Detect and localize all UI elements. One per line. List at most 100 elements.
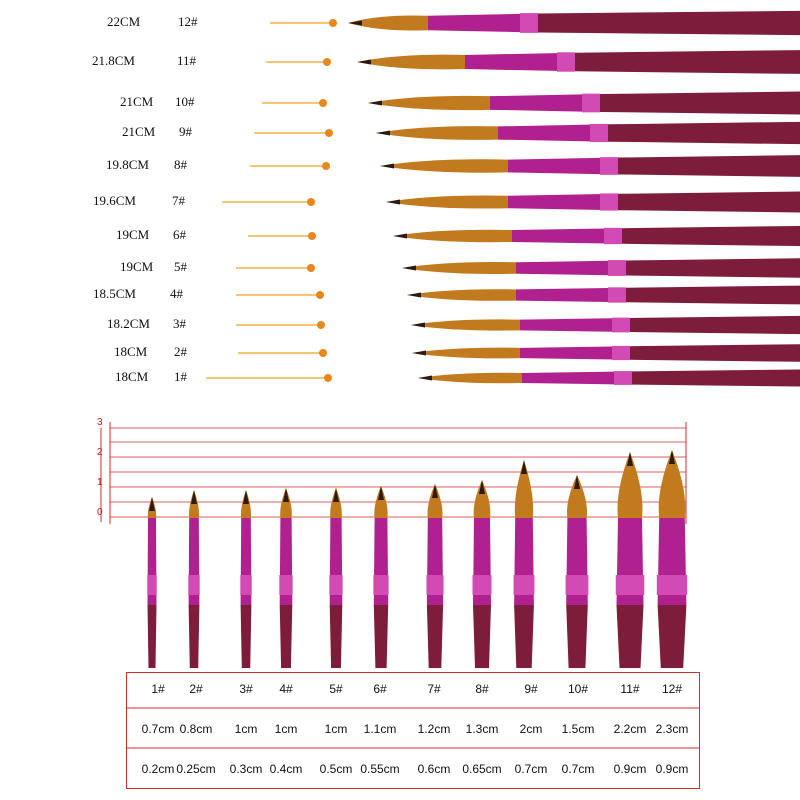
hair-width-cell: 0.55cm [360,762,400,776]
vertical-brush [656,450,688,668]
horizontal-brush [380,155,800,177]
brush-ferrule [520,346,630,360]
size-cell: 3# [239,682,253,696]
size-cell: 2# [189,682,203,696]
table-border [126,672,700,789]
hair-width-cell: 0.7cm [514,762,548,776]
ferrule-crimp [615,575,645,595]
hair-length-cell: 2.3cm [655,722,689,736]
brush-length-label: 18.2CM [107,316,150,331]
brush-hair-tip [393,233,407,239]
brush-hair [407,289,516,301]
brush-size-label: 5# [174,259,187,274]
vertical-brush [615,452,645,668]
ferrule-crimp [520,13,538,33]
brush-size-label: 9# [179,124,192,139]
ferrule-crimp [600,193,618,211]
brush-handle [630,315,800,335]
brush-handle [188,605,200,668]
vertical-brush [240,490,252,668]
brush-hair-tip [386,199,400,205]
brush-hair-tip [432,484,438,498]
hair-length-cell: 2cm [519,722,543,736]
horizontal-brush [368,91,800,115]
marker-dot [322,162,330,170]
hair-length-cell: 1cm [274,722,298,736]
brush-handle [626,258,800,278]
hair-width-cell: 0.6cm [417,762,451,776]
brush-hair-tip [407,292,421,298]
ruler-label: 1 [97,477,103,488]
brush-hair [567,475,587,518]
brush-ferrule [520,317,630,333]
brush-handle [632,369,800,387]
horizontal-brush [411,315,800,335]
ferrule-crimp [612,345,630,361]
hair-length-cell: 1cm [324,722,348,736]
hair-length-cell: 1cm [234,722,258,736]
brush-handle [473,605,491,668]
marker-dot [316,291,324,299]
hair-width-cell: 0.7cm [561,762,595,776]
ferrule-crimp [565,575,589,595]
brush-length-label: 19.6CM [93,193,136,208]
vertical-brush [188,490,200,668]
ferrule-crimp [188,575,200,595]
brush-hair [330,488,342,518]
brush-handle [618,155,800,177]
brush-hair [418,372,522,384]
brush-ferrule [516,260,626,276]
hair-length-cell: 1.2cm [417,722,451,736]
marker-dot [319,99,327,107]
brush-handle [566,605,588,668]
brush-handle [426,605,444,668]
brush-hair-tip [418,375,432,381]
vertical-brush [329,488,343,668]
brush-size-label: 10# [175,94,195,109]
brush-handle [616,605,644,668]
brush-ferrule [428,13,538,33]
ferrule-crimp [557,52,575,72]
marker-dot [307,264,315,272]
brush-hair-tip [243,490,249,504]
horizontal-brush [386,191,800,213]
brush-hair [427,484,443,518]
hair-width-cell: 0.25cm [176,762,216,776]
ferrule-crimp [614,371,632,385]
brush-size-label: 12# [178,14,198,29]
marker-dot [323,58,331,66]
size-cell: 10# [567,682,589,696]
brush-hair-tip [333,488,339,502]
brush-hair [411,319,520,331]
vertical-brush [472,480,492,668]
size-cell: 9# [524,682,538,696]
brush-handle [600,91,800,115]
brush-handle [657,605,687,668]
hair-width-cell: 0.3cm [229,762,263,776]
brush-size-label: 6# [173,227,186,242]
brush-hair [376,126,498,140]
brush-length-label: 18.5CM [93,286,136,301]
brush-ferrule [516,287,626,303]
brush-hair-tip [376,130,390,136]
marker-dot [325,129,333,137]
ferrule-crimp [279,575,293,595]
ferrule-crimp [608,260,626,276]
ferrule-crimp [513,575,535,595]
brush-hair-tip [348,20,362,26]
brush-hair [473,480,491,518]
ruler-label: 3 [97,417,103,428]
ferrule-crimp [612,317,630,333]
brush-hair [380,159,508,173]
vertical-brushes-graphic [100,422,688,668]
hair-width-cell: 0.9cm [613,762,647,776]
hair-length-cell: 1.5cm [561,722,595,736]
brush-hair [393,229,512,243]
brush-handle [622,225,800,247]
brush-handle [608,121,800,145]
brush-size-panel [0,400,800,800]
horizontal-brushes-graphic [206,10,800,387]
hair-width-cell: 0.9cm [655,762,689,776]
ferrule-crimp [608,287,626,303]
brush-ferrule [522,371,632,385]
